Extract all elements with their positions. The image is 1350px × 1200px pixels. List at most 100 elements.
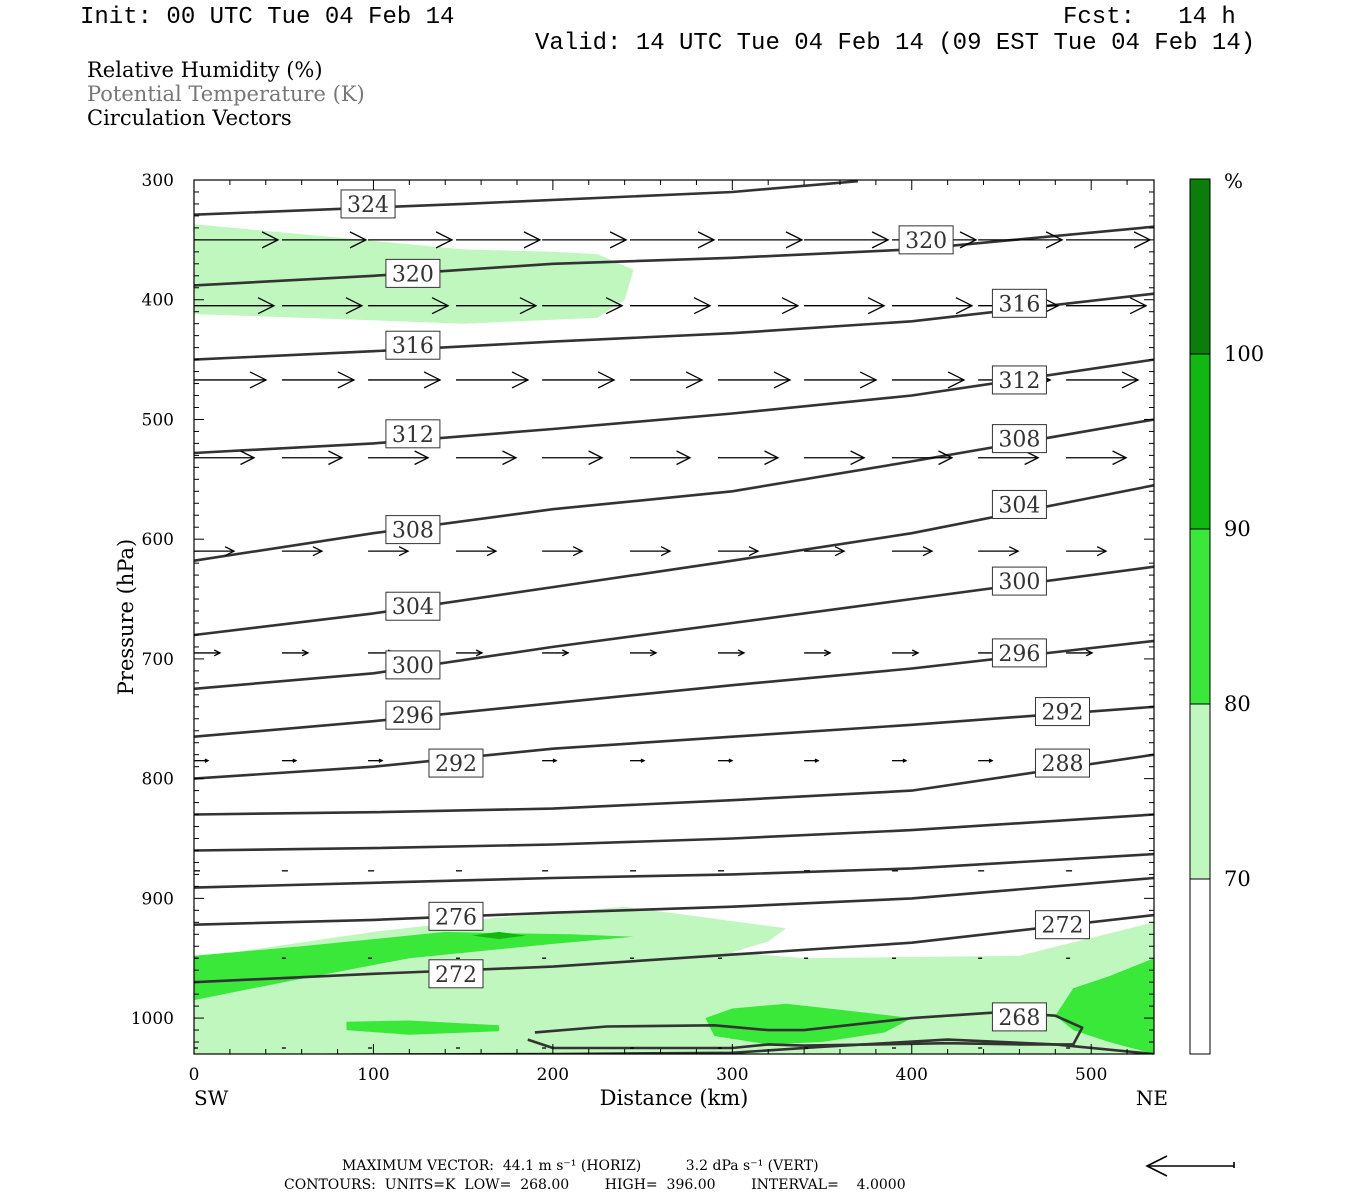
- colorbar-band: [1190, 704, 1210, 879]
- y-axis-title: Pressure (hPa): [114, 539, 138, 695]
- circulation-vector: [1066, 450, 1128, 466]
- circulation-vector: [892, 371, 966, 389]
- circulation-vector: [717, 450, 780, 466]
- legend-potential-temperature: Potential Temperature (K): [87, 82, 365, 106]
- legend-relative-humidity: Relative Humidity (%): [87, 58, 323, 82]
- footer-max-vector: MAXIMUM VECTOR: 44.1 m s⁻¹ (HORIZ) 3.2 d…: [342, 1158, 819, 1174]
- circulation-vector: [455, 371, 530, 389]
- circulation-vector: [978, 231, 1064, 249]
- colorbar-level-label: 100: [1224, 342, 1264, 366]
- contour-label: 300: [991, 566, 1047, 596]
- contour-label: 268: [991, 1002, 1047, 1032]
- circulation-vector: [892, 546, 934, 557]
- circulation-vector: [455, 297, 538, 315]
- circulation-vector: [455, 649, 484, 657]
- circulation-vector: [194, 546, 236, 557]
- circulation-vector: [542, 297, 624, 315]
- circulation-vector: [455, 450, 518, 466]
- svg-text:316: 316: [998, 292, 1040, 317]
- svg-text:300: 300: [392, 654, 434, 679]
- svg-text:312: 312: [392, 423, 434, 448]
- circulation-vector: [455, 546, 498, 557]
- contour-label: 304: [991, 489, 1047, 519]
- svg-text:292: 292: [435, 752, 477, 777]
- circulation-vector: [804, 231, 890, 249]
- theta-contour-308: [194, 418, 1154, 562]
- valid-time: Valid: 14 UTC Tue 04 Feb 14 (09 EST Tue …: [535, 30, 1256, 57]
- y-tick-label: 1000: [131, 1009, 174, 1029]
- rh-region-70-1: [194, 906, 1154, 1054]
- circulation-vector: [630, 758, 646, 763]
- theta-contour-288: [194, 753, 1154, 816]
- y-tick-label: 600: [142, 530, 174, 550]
- theta-contour-268: [527, 1010, 1084, 1050]
- contour-label: 308: [385, 515, 441, 545]
- svg-text:296: 296: [392, 704, 434, 729]
- contour-label: 324: [340, 189, 396, 219]
- theta-contour-292: [194, 705, 1154, 780]
- svg-text:324: 324: [347, 193, 389, 218]
- circulation-vector: [455, 231, 542, 249]
- contour-label: 272: [428, 959, 484, 989]
- contour-label: 312: [385, 419, 441, 449]
- theta-contour-312: [194, 358, 1154, 455]
- circulation-vector: [368, 371, 442, 389]
- svg-text:304: 304: [998, 493, 1040, 518]
- circulation-vector: [1066, 371, 1140, 389]
- rh-region-80-2: [194, 931, 634, 1001]
- colorbar-unit: %: [1224, 169, 1243, 193]
- y-tick-label: 400: [142, 291, 174, 311]
- theta-contour-280: [194, 852, 1154, 889]
- circulation-vector: [978, 450, 1040, 466]
- footer-contours: CONTOURS: UNITS=K LOW= 268.00 HIGH= 396.…: [284, 1177, 906, 1193]
- colorbar-level-label: 90: [1224, 517, 1251, 541]
- y-tick-label: 300: [142, 171, 174, 191]
- svg-text:304: 304: [392, 595, 434, 620]
- theta-contour-324: [194, 180, 859, 216]
- contour-label: 320: [385, 258, 441, 288]
- theta-contour-296: [194, 639, 1154, 738]
- circulation-vector: [892, 450, 954, 466]
- circulation-vector: [804, 297, 886, 315]
- circulation-vector: [194, 649, 222, 657]
- circulation-vector: [804, 758, 820, 763]
- contour-label: 276: [428, 901, 484, 931]
- x-right-label: NE: [1136, 1086, 1168, 1110]
- reference-vector: [1145, 1155, 1235, 1177]
- theta-contour-300: [194, 565, 1154, 691]
- circulation-vector: [542, 231, 628, 249]
- colorbar-frame: [1189, 178, 1211, 1055]
- circulation-vector: [281, 649, 310, 657]
- svg-text:268: 268: [998, 1006, 1040, 1031]
- x-tick-label: 400: [896, 1065, 928, 1085]
- x-tick-label: 500: [1075, 1065, 1107, 1085]
- rh-region-80-4: [705, 1003, 912, 1045]
- circulation-vector: [194, 371, 268, 389]
- contour-label: 304: [385, 591, 441, 621]
- circulation-vector: [542, 450, 604, 466]
- x-tick-label: 0: [189, 1065, 200, 1085]
- circulation-vector: [717, 231, 804, 249]
- circulation-vector: [630, 450, 692, 466]
- circulation-vector: [281, 371, 356, 389]
- circulation-vector: [892, 758, 908, 763]
- circulation-vector: [804, 371, 878, 389]
- circulation-vector: [281, 450, 344, 466]
- circulation-vector: [542, 649, 570, 657]
- svg-text:320: 320: [392, 262, 434, 287]
- circulation-vector: [978, 546, 1020, 557]
- circulation-vector: [717, 649, 746, 657]
- init-time: Init: 00 UTC Tue 04 Feb 14: [80, 4, 455, 31]
- theta-contour-284: [194, 813, 1154, 852]
- contour-label: 320: [898, 225, 954, 255]
- svg-text:300: 300: [998, 570, 1040, 595]
- circulation-vector: [630, 546, 672, 557]
- svg-text:308: 308: [392, 519, 434, 544]
- colorbar-level-label: 80: [1224, 692, 1251, 716]
- svg-text:276: 276: [435, 905, 477, 930]
- colorbar-band: [1190, 179, 1210, 354]
- svg-text:316: 316: [392, 334, 434, 359]
- circulation-vector: [542, 546, 584, 557]
- circulation-vector: [542, 371, 616, 389]
- circulation-vector: [717, 371, 792, 389]
